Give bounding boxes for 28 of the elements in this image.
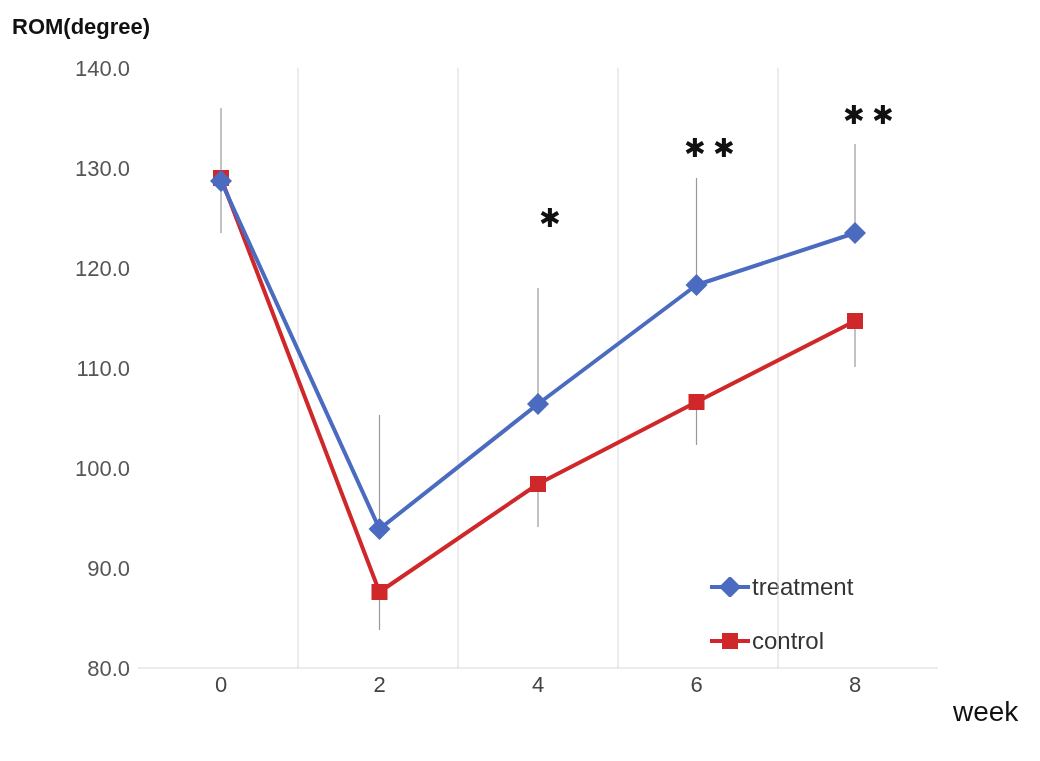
x-tick-label: 6 [690, 671, 703, 697]
point [844, 222, 866, 244]
point [371, 584, 388, 600]
annotation: ✱ ✱ [843, 100, 894, 131]
point [368, 518, 391, 540]
annotation: ✱ [539, 203, 561, 234]
legend-label: control [752, 627, 825, 655]
y-tick-label: 130.0 [74, 155, 130, 181]
x-tick-label: 4 [531, 671, 545, 697]
point [685, 274, 708, 296]
x-axis-title: week [953, 696, 1019, 728]
y-tick-label: 100.0 [74, 455, 130, 481]
y-tick-label: 80.0 [87, 655, 130, 681]
x-tick-label: 2 [373, 671, 386, 697]
annotation: ✱ ✱ [684, 133, 735, 164]
y-tick-label: 120.0 [74, 255, 130, 281]
x-tick-label: 0 [214, 671, 228, 697]
y-tick-label: 140.0 [74, 55, 130, 81]
y-axis-title: ROM(degree) [12, 14, 151, 40]
point [847, 313, 863, 329]
point [210, 170, 232, 192]
y-tick-label: 110.0 [76, 355, 130, 381]
point [527, 393, 549, 415]
point [688, 394, 705, 410]
x-tick-label: 8 [848, 671, 862, 697]
y-tick-label: 90.0 [87, 555, 130, 581]
point [530, 476, 546, 492]
legend-label: treatment [752, 573, 854, 601]
